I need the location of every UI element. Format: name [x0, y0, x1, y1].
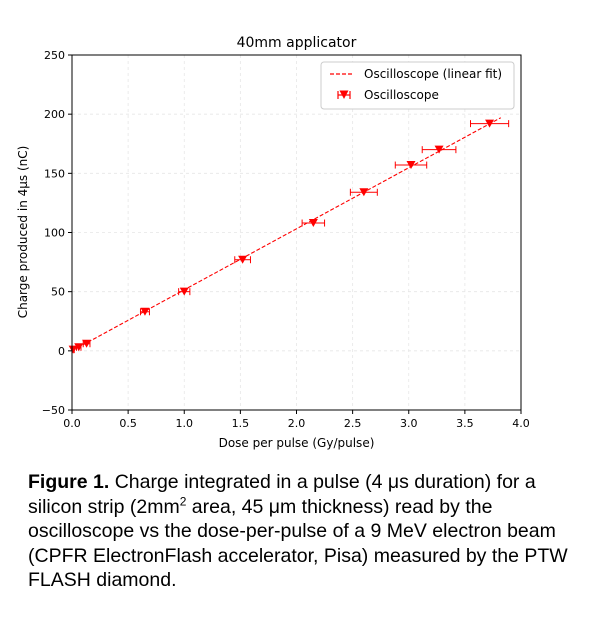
data-point [421, 145, 457, 154]
y-tick-label: 250 [44, 49, 65, 62]
triangle-marker [359, 188, 369, 197]
x-ticks: 0.0 0.5 1.0 1.5 2.0 2.5 3.0 3.5 4.0 [63, 410, 530, 430]
y-tick-label: 50 [51, 286, 65, 299]
x-tick-label: 3.5 [456, 417, 474, 430]
x-tick-label: 0.0 [63, 417, 81, 430]
triangle-marker [434, 145, 444, 154]
triangle-marker [485, 119, 495, 128]
y-tick-label: 100 [44, 227, 65, 240]
x-tick-label: 1.0 [176, 417, 194, 430]
figure-caption: Figure 1. Charge integrated in a pulse (… [28, 470, 573, 593]
triangle-marker [179, 287, 189, 296]
triangle-marker [68, 345, 78, 354]
data-points-layer [68, 119, 510, 354]
triangle-marker [140, 307, 150, 316]
triangle-marker [406, 161, 416, 170]
caption-text-part-2: area, 45 μm thickness) read by the oscil… [28, 495, 568, 592]
legend-errorbar-swatch [337, 90, 351, 99]
caption-text-part-1: Charge integrated in a pulse (4 μs durat… [28, 471, 536, 518]
y-tick-label: 0 [58, 345, 65, 358]
fit-line [71, 117, 502, 352]
x-tick-label: 4.0 [512, 417, 530, 430]
data-point [234, 255, 251, 264]
triangle-marker [74, 343, 84, 352]
fit-line-layer [71, 117, 502, 352]
x-tick-label: 2.0 [288, 417, 306, 430]
data-point [349, 188, 378, 197]
triangle-marker [238, 255, 248, 264]
legend: Oscilloscope (linear fit) Oscilloscope [320, 61, 515, 110]
x-axis-label: Dose per pulse (Gy/pulse) [219, 436, 375, 450]
chart-title: 40mm applicator [237, 35, 357, 51]
y-tick-label: 150 [44, 167, 65, 180]
data-point [394, 161, 428, 170]
legend-box [320, 61, 515, 110]
y-tick-label: −50 [42, 404, 65, 417]
caption-label: Figure 1. [28, 471, 110, 493]
x-tick-label: 3.0 [400, 417, 418, 430]
data-point [301, 219, 326, 228]
x-tick-label: 1.5 [232, 417, 250, 430]
legend-fit-label: Oscilloscope (linear fit) [364, 67, 502, 81]
triangle-marker [82, 339, 92, 348]
x-tick-label: 2.5 [344, 417, 362, 430]
y-ticks: −50 0 50 100 150 200 250 [42, 49, 72, 417]
legend-points-label: Oscilloscope [364, 88, 439, 102]
data-point [74, 343, 84, 352]
data-point [469, 119, 510, 128]
data-point [82, 339, 92, 348]
data-point [139, 307, 150, 316]
data-point [178, 287, 191, 296]
y-tick-label: 200 [44, 108, 65, 121]
y-axis-label: Charge produced in 4μs (nC) [16, 146, 30, 319]
grid [72, 55, 521, 410]
triangle-marker [308, 219, 318, 228]
caption-superscript: 2 [179, 494, 187, 509]
chart: 0.0 0.5 1.0 1.5 2.0 2.5 3.0 3.5 4.0 −50 0 50 100 150… [16, 35, 530, 450]
x-tick-label: 0.5 [119, 417, 137, 430]
